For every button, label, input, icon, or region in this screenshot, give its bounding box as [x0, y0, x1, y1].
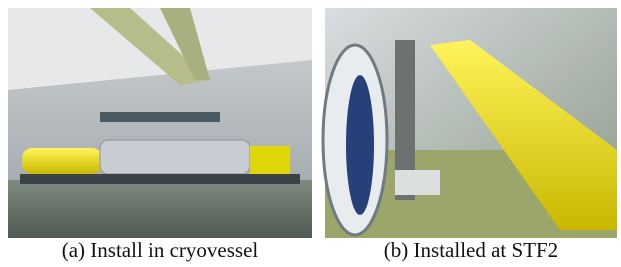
- photos: [0, 0, 621, 240]
- photo-installed: [323, 8, 617, 238]
- caption: (a) Install in cryovessel: [8, 238, 312, 263]
- page: (a) Install in cryovessel (b) Installed …: [0, 0, 621, 267]
- caption: (b) Installed at STF2: [325, 238, 617, 263]
- photo-install: [8, 8, 312, 238]
